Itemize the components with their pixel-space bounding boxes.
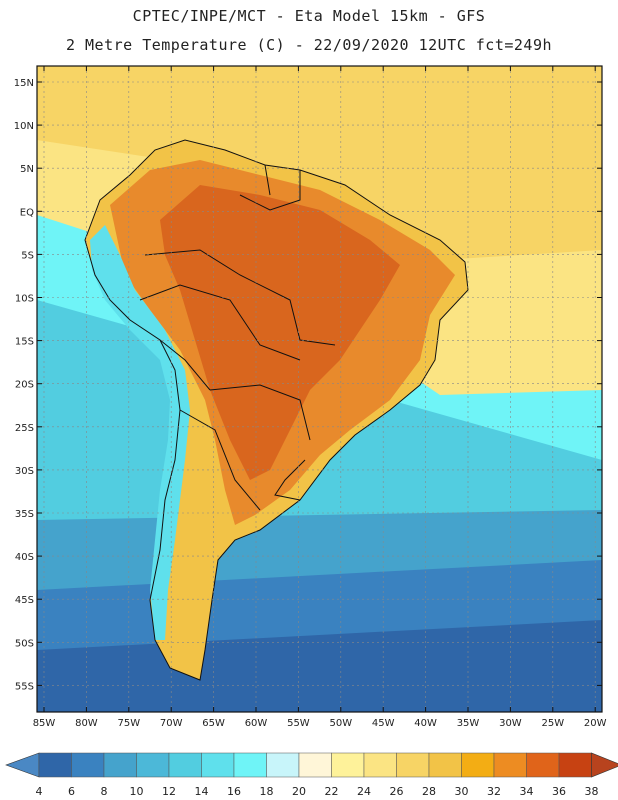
map-frame bbox=[36, 65, 603, 713]
colorbar-label: 28 bbox=[422, 785, 436, 798]
map-title-line1: CPTEC/INPE/MCT - Eta Model 15km - GFS bbox=[132, 7, 486, 25]
colorbar-swatch bbox=[461, 752, 495, 778]
lat-label: 35S bbox=[15, 509, 34, 520]
colorbar-label: 22 bbox=[325, 785, 339, 798]
lon-label: 25W bbox=[541, 718, 564, 729]
colorbar-label: 20 bbox=[292, 785, 306, 798]
lat-label: 40S bbox=[15, 552, 34, 563]
lon-label: 70W bbox=[160, 718, 183, 729]
colorbar-label: 10 bbox=[130, 785, 144, 798]
lon-label: 75W bbox=[117, 718, 140, 729]
colorbar-low-arrow bbox=[5, 752, 40, 778]
lat-label: 15S bbox=[15, 337, 34, 348]
lon-label: 65W bbox=[202, 718, 225, 729]
ocean-band-tropic bbox=[37, 66, 602, 260]
lon-label: 40W bbox=[414, 718, 437, 729]
longitude-labels: 85W 80W 75W 70W 65W 60W 55W 50W 45W 40W 35W 30W 25W 2… bbox=[33, 718, 607, 729]
lat-label: 15N bbox=[14, 78, 34, 89]
latitude-labels: 15N 10N 5N EQ 5S 10S 15S 20S 25S 30S 35S 40S 45S 50S 5… bbox=[14, 78, 34, 692]
lat-label: 20S bbox=[15, 380, 34, 391]
lon-label: 20W bbox=[584, 718, 607, 729]
lon-label: 50W bbox=[329, 718, 352, 729]
lon-label: 35W bbox=[457, 718, 480, 729]
lat-label: 5N bbox=[20, 164, 34, 175]
colorbar-swatch bbox=[526, 752, 560, 778]
colorbar-label: 24 bbox=[357, 785, 371, 798]
colorbar-swatch bbox=[396, 752, 430, 778]
colorbar-swatch bbox=[201, 752, 235, 778]
map-title-line2: 2 Metre Temperature (C) - 22/09/2020 12U… bbox=[65, 36, 553, 54]
andes-cool-strip bbox=[90, 225, 190, 640]
colorbar-label: 12 bbox=[162, 785, 176, 798]
lon-label: 30W bbox=[499, 718, 522, 729]
colorbar-label: 26 bbox=[390, 785, 404, 798]
colorbar-label: 38 bbox=[585, 785, 599, 798]
lat-lon-gridlines bbox=[37, 66, 602, 712]
colorbar-label: 14 bbox=[195, 785, 209, 798]
lat-label: 10S bbox=[15, 294, 34, 305]
lon-label: 85W bbox=[33, 718, 56, 729]
lat-label: 25S bbox=[15, 423, 34, 434]
colorbar-swatch bbox=[266, 752, 300, 778]
map-field bbox=[37, 66, 602, 712]
lat-label: 30S bbox=[15, 466, 34, 477]
colorbar-label: 36 bbox=[552, 785, 566, 798]
land-hot-zone bbox=[160, 185, 400, 480]
colorbar-swatch bbox=[136, 752, 170, 778]
colorbar-label: 6 bbox=[68, 785, 75, 798]
colorbar-label: 18 bbox=[260, 785, 274, 798]
colorbar-swatch bbox=[103, 752, 137, 778]
colorbar-swatch bbox=[558, 752, 592, 778]
lon-label: 60W bbox=[245, 718, 268, 729]
colorbar-swatch bbox=[298, 752, 332, 778]
colorbar-label: 4 bbox=[36, 785, 43, 798]
temperature-colorbar bbox=[5, 752, 618, 778]
country-borders bbox=[84, 139, 469, 681]
colorbar-swatch bbox=[428, 752, 462, 778]
lat-label: 50S bbox=[15, 638, 34, 649]
colorbar-label: 32 bbox=[487, 785, 501, 798]
colorbar-label: 30 bbox=[455, 785, 469, 798]
axis-ticks bbox=[37, 66, 602, 712]
lat-label: EQ bbox=[20, 207, 34, 218]
lat-label: 45S bbox=[15, 595, 34, 606]
colorbar-swatch bbox=[363, 752, 397, 778]
colorbar-labels: 4 6 8 10 12 14 16 18 20 22 24 26 28 30 32 34 36 38 bbox=[36, 785, 599, 798]
lat-label: 5S bbox=[21, 250, 34, 261]
lon-label: 55W bbox=[287, 718, 310, 729]
lat-label: 55S bbox=[15, 681, 34, 692]
colorbar-swatch bbox=[71, 752, 105, 778]
colorbar-swatch bbox=[233, 752, 267, 778]
colorbar-swatch bbox=[493, 752, 527, 778]
colorbar-label: 8 bbox=[101, 785, 108, 798]
lat-label: 10N bbox=[14, 121, 34, 132]
lon-label: 80W bbox=[75, 718, 98, 729]
colorbar-swatch bbox=[168, 752, 202, 778]
lon-label: 45W bbox=[372, 718, 395, 729]
colorbar-high-arrow bbox=[591, 752, 618, 778]
colorbar-label: 34 bbox=[520, 785, 534, 798]
colorbar-label: 16 bbox=[227, 785, 241, 798]
colorbar-swatch bbox=[331, 752, 365, 778]
colorbar-swatch bbox=[38, 752, 72, 778]
